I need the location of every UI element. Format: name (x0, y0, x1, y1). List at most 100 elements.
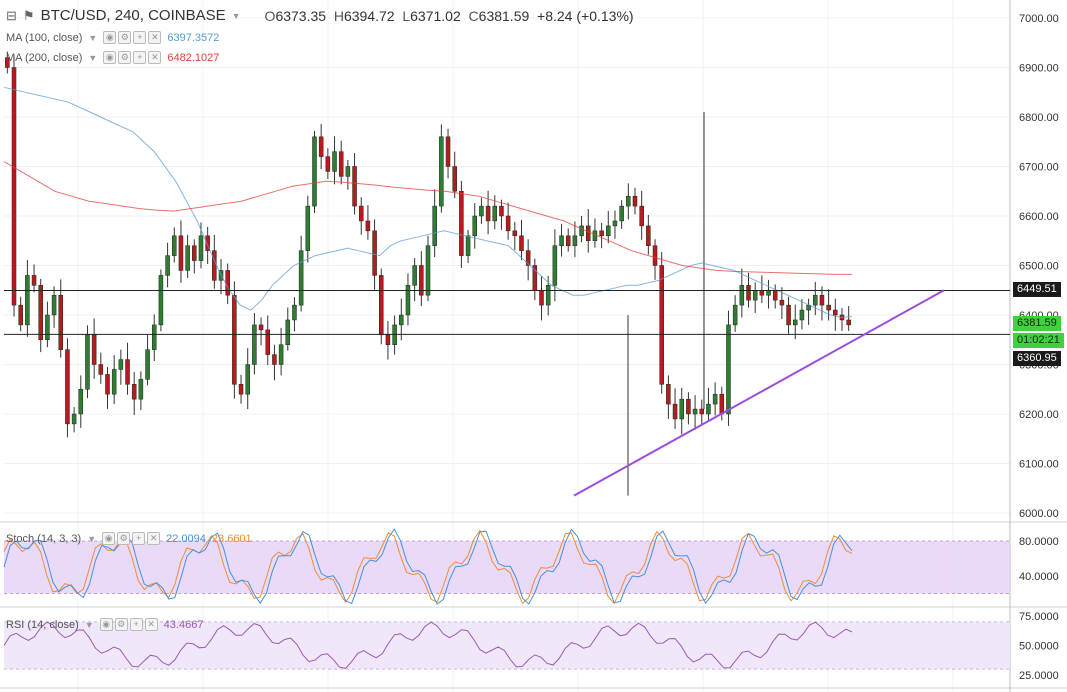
bear-candle (258, 324, 264, 331)
bear-candle (178, 235, 184, 271)
add-icon[interactable]: + (132, 532, 146, 545)
bear-candle (525, 250, 531, 266)
settings-icon[interactable]: ⚙ (118, 51, 132, 64)
settings-icon[interactable]: ⚙ (117, 532, 131, 545)
bull-candle (606, 225, 611, 237)
chevron-down-icon[interactable]: ▼ (231, 10, 241, 21)
stoch-d-line (3, 529, 853, 605)
rsi-label[interactable]: RSI (14, close) (6, 618, 79, 631)
bear-candle (452, 166, 457, 192)
bear-candle (272, 354, 277, 365)
bull-candle (792, 319, 798, 326)
bull-candle (78, 389, 84, 415)
bear-candle (639, 205, 644, 227)
ma200-label[interactable]: MA (200, close) (6, 51, 83, 64)
bull-candle (399, 314, 404, 326)
bear-candle (419, 265, 424, 296)
add-icon[interactable]: + (133, 31, 147, 44)
indicator-controls: ◉ ⚙ + ✕ (99, 618, 158, 631)
eye-icon[interactable]: ◉ (103, 31, 117, 44)
symbol-legend: ⊟ ⚑ BTC/USD, 240, COINBASE ▼ O6373.35 H6… (6, 7, 634, 24)
rsi-tick-label: 75.0000 (1019, 611, 1059, 623)
bear-candle (38, 285, 43, 340)
close-icon[interactable]: ✕ (148, 31, 162, 44)
rsi-band (4, 621, 1010, 670)
rsi-legend: RSI (14, close) ▼ ◉ ⚙ + ✕ 43.4667 (6, 618, 203, 631)
add-icon[interactable]: + (133, 51, 147, 64)
low-value: 6371.02 (410, 7, 461, 24)
bear-candle (779, 299, 785, 306)
add-icon[interactable]: + (129, 618, 143, 631)
bull-candle (706, 403, 711, 415)
bull-candle (172, 235, 177, 256)
bull-candle (145, 349, 150, 380)
bear-candle (666, 384, 671, 405)
bear-candle (819, 294, 825, 306)
chevron-down-icon[interactable]: ▼ (84, 619, 94, 630)
bear-candle (352, 166, 357, 207)
collapse-icon[interactable]: ⊟ (6, 7, 17, 23)
bull-candle (285, 319, 291, 345)
price-tick-label: 6200.00 (1019, 409, 1059, 421)
bull-candle (252, 324, 257, 365)
rsi-value: 43.4667 (163, 618, 204, 631)
bear-candle (686, 398, 691, 415)
bull-candle (592, 230, 598, 242)
flag-icon[interactable]: ⚑ (22, 7, 35, 23)
bear-candle (445, 136, 451, 167)
bear-candle (672, 403, 678, 420)
bull-candle (118, 359, 124, 370)
bear-candle (5, 57, 10, 68)
bull-candle (158, 275, 164, 326)
price-tick-label: 6800.00 (1019, 112, 1059, 124)
bear-candle (212, 250, 217, 281)
bear-candle (58, 294, 64, 350)
settings-icon[interactable]: ⚙ (114, 618, 128, 631)
bull-candle (479, 205, 484, 217)
close-icon[interactable]: ✕ (144, 618, 158, 631)
eye-icon[interactable]: ◉ (103, 51, 117, 64)
close-icon[interactable]: ✕ (147, 532, 161, 545)
bull-candle (185, 245, 190, 271)
trendline (573, 289, 945, 497)
bear-candle (826, 304, 831, 311)
last-price-tag: 6381.59 (1013, 316, 1061, 331)
stoch-k-line (3, 528, 853, 605)
chevron-down-icon[interactable]: ▼ (88, 32, 98, 43)
close-icon[interactable]: ✕ (148, 51, 162, 64)
bear-candle (31, 275, 37, 286)
bear-candle (786, 304, 791, 326)
price-tick-label: 6900.00 (1019, 63, 1059, 75)
stoch-d-value: 23.6601 (211, 532, 252, 545)
bear-candle (505, 215, 511, 232)
bull-candle (25, 275, 30, 326)
bear-candle (325, 156, 331, 172)
bear-candle (372, 230, 377, 276)
bull-candle (245, 364, 250, 395)
bull-candle (278, 344, 284, 365)
bear-candle (232, 294, 237, 385)
bear-candle (98, 364, 104, 375)
rsi-tick-label: 50.0000 (1019, 641, 1059, 653)
bear-candle (65, 349, 70, 425)
resistance-price-tag: 6449.51 (1013, 282, 1061, 297)
eye-icon[interactable]: ◉ (102, 532, 116, 545)
symbol-title[interactable]: BTC/USD, 240, COINBASE (40, 7, 226, 24)
chevron-down-icon[interactable]: ▼ (87, 533, 97, 544)
ma100-label[interactable]: MA (100, close) (6, 31, 83, 44)
eye-icon[interactable]: ◉ (99, 618, 113, 631)
bull-candle (472, 215, 477, 237)
bull-candle (752, 290, 758, 301)
high-value: 6394.72 (343, 7, 395, 24)
open-value: 6373.35 (275, 7, 327, 24)
bull-candle (679, 398, 684, 420)
bull-candle (579, 225, 584, 237)
bear-candle (512, 230, 518, 237)
ma100-value: 6397.3572 (167, 31, 220, 44)
bull-candle (345, 166, 351, 177)
stoch-label[interactable]: Stoch (14, 3, 3) (6, 532, 82, 545)
chevron-down-icon[interactable]: ▼ (88, 52, 98, 63)
ma200-legend: MA (200, close) ▼ ◉ ⚙ + ✕ 6482.1027 (6, 51, 219, 64)
settings-icon[interactable]: ⚙ (118, 31, 132, 44)
